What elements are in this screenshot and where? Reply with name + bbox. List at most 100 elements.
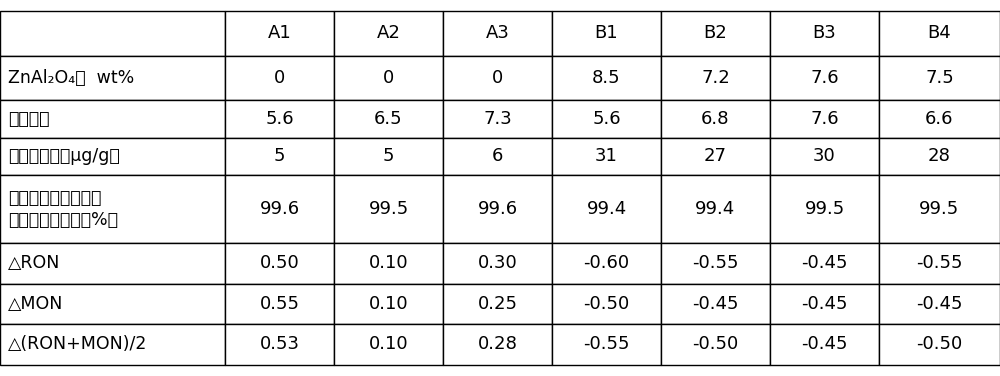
Text: 0: 0 bbox=[383, 69, 394, 87]
Text: B1: B1 bbox=[595, 24, 618, 42]
Bar bbox=[661, 11, 770, 56]
Bar bbox=[443, 11, 552, 56]
Bar bbox=[0, 56, 225, 100]
Bar bbox=[661, 324, 770, 365]
Bar bbox=[552, 100, 661, 138]
Bar bbox=[334, 324, 443, 365]
Text: -0.45: -0.45 bbox=[916, 295, 963, 313]
Text: 5.6: 5.6 bbox=[265, 110, 294, 128]
Bar bbox=[879, 100, 1000, 138]
Text: 7.5: 7.5 bbox=[925, 69, 954, 87]
Bar bbox=[443, 100, 552, 138]
Bar bbox=[443, 324, 552, 365]
Bar bbox=[443, 175, 552, 243]
Text: -0.55: -0.55 bbox=[692, 254, 739, 272]
Bar bbox=[334, 11, 443, 56]
Bar bbox=[225, 284, 334, 324]
Bar bbox=[879, 284, 1000, 324]
Bar bbox=[0, 175, 225, 243]
Bar bbox=[225, 56, 334, 100]
Text: A2: A2 bbox=[377, 24, 400, 42]
Text: △MON: △MON bbox=[8, 295, 63, 313]
Bar bbox=[443, 56, 552, 100]
Text: -0.50: -0.50 bbox=[916, 335, 963, 353]
Bar bbox=[661, 175, 770, 243]
Bar bbox=[225, 138, 334, 175]
Text: 5.6: 5.6 bbox=[592, 110, 621, 128]
Text: 0.10: 0.10 bbox=[369, 335, 408, 353]
Bar bbox=[770, 284, 879, 324]
Bar bbox=[443, 243, 552, 284]
Bar bbox=[0, 324, 225, 365]
Bar bbox=[770, 175, 879, 243]
Bar bbox=[770, 56, 879, 100]
Text: 0.10: 0.10 bbox=[369, 295, 408, 313]
Text: 6.6: 6.6 bbox=[925, 110, 954, 128]
Text: 0: 0 bbox=[274, 69, 285, 87]
Text: 99.5: 99.5 bbox=[368, 200, 409, 218]
Bar bbox=[552, 243, 661, 284]
Bar bbox=[334, 138, 443, 175]
Bar bbox=[552, 138, 661, 175]
Text: 6.8: 6.8 bbox=[701, 110, 730, 128]
Bar bbox=[334, 243, 443, 284]
Text: 脱硫専化剂稳定后的
产品汽油的收率（%）: 脱硫専化剂稳定后的 产品汽油的收率（%） bbox=[8, 189, 118, 229]
Bar bbox=[225, 11, 334, 56]
Bar bbox=[661, 284, 770, 324]
Bar bbox=[770, 138, 879, 175]
Text: 99.5: 99.5 bbox=[804, 200, 845, 218]
Text: -0.60: -0.60 bbox=[583, 254, 630, 272]
Bar bbox=[879, 324, 1000, 365]
Bar bbox=[443, 284, 552, 324]
Bar bbox=[334, 175, 443, 243]
Text: 7.3: 7.3 bbox=[483, 110, 512, 128]
Text: 磨损指数: 磨损指数 bbox=[8, 110, 50, 128]
Text: 6.5: 6.5 bbox=[374, 110, 403, 128]
Text: -0.45: -0.45 bbox=[801, 295, 848, 313]
Bar bbox=[225, 100, 334, 138]
Text: A3: A3 bbox=[486, 24, 509, 42]
Bar bbox=[0, 100, 225, 138]
Text: 0.25: 0.25 bbox=[478, 295, 518, 313]
Text: 0.30: 0.30 bbox=[478, 254, 517, 272]
Bar bbox=[879, 11, 1000, 56]
Bar bbox=[334, 56, 443, 100]
Text: -0.50: -0.50 bbox=[583, 295, 630, 313]
Bar bbox=[0, 138, 225, 175]
Bar bbox=[661, 100, 770, 138]
Bar bbox=[334, 284, 443, 324]
Bar bbox=[552, 324, 661, 365]
Text: 产品硫含量（μg/g）: 产品硫含量（μg/g） bbox=[8, 147, 120, 165]
Text: 5: 5 bbox=[383, 147, 394, 165]
Bar bbox=[0, 11, 225, 56]
Bar bbox=[552, 284, 661, 324]
Bar bbox=[661, 56, 770, 100]
Bar bbox=[225, 243, 334, 284]
Text: B3: B3 bbox=[813, 24, 836, 42]
Text: -0.50: -0.50 bbox=[692, 335, 739, 353]
Text: △(RON+MON)/2: △(RON+MON)/2 bbox=[8, 335, 147, 353]
Text: 7.2: 7.2 bbox=[701, 69, 730, 87]
Text: 99.6: 99.6 bbox=[477, 200, 518, 218]
Text: 27: 27 bbox=[704, 147, 727, 165]
Bar bbox=[770, 100, 879, 138]
Bar bbox=[552, 175, 661, 243]
Text: B2: B2 bbox=[704, 24, 727, 42]
Bar bbox=[879, 56, 1000, 100]
Text: 30: 30 bbox=[813, 147, 836, 165]
Bar bbox=[879, 138, 1000, 175]
Text: 0.10: 0.10 bbox=[369, 254, 408, 272]
Text: 7.6: 7.6 bbox=[810, 110, 839, 128]
Bar bbox=[334, 100, 443, 138]
Text: -0.55: -0.55 bbox=[583, 335, 630, 353]
Text: -0.45: -0.45 bbox=[801, 335, 848, 353]
Bar bbox=[0, 243, 225, 284]
Text: 99.6: 99.6 bbox=[259, 200, 300, 218]
Text: 6: 6 bbox=[492, 147, 503, 165]
Text: 8.5: 8.5 bbox=[592, 69, 621, 87]
Text: 99.4: 99.4 bbox=[695, 200, 736, 218]
Bar bbox=[661, 138, 770, 175]
Text: 28: 28 bbox=[928, 147, 951, 165]
Text: 0.50: 0.50 bbox=[260, 254, 299, 272]
Text: -0.45: -0.45 bbox=[692, 295, 739, 313]
